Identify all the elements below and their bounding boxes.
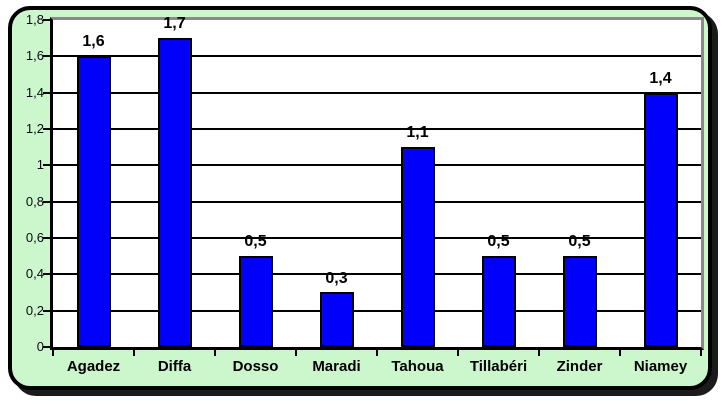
bar-zinder: [562, 256, 597, 347]
x-axis-category-label: Niamey: [633, 358, 688, 375]
bar-value-label: 1,1: [406, 124, 429, 142]
gridline: [53, 309, 701, 312]
x-axis-category-label: Dosso: [232, 358, 279, 375]
y-axis-tick: [43, 273, 50, 276]
y-axis-tick: [43, 164, 50, 167]
y-axis-tick-label: 1: [36, 157, 44, 173]
bar-tillabéri: [481, 256, 516, 347]
x-axis-category-label: Tillabéri: [469, 358, 528, 375]
gridline: [53, 200, 701, 203]
x-axis-tick: [214, 350, 216, 356]
plot-area: [50, 17, 704, 350]
bar-maradi: [319, 292, 354, 347]
x-axis-tick: [52, 350, 54, 356]
y-axis-tick-label: 0,2: [25, 302, 44, 318]
gridline: [53, 128, 701, 130]
gridline: [53, 237, 701, 239]
x-axis-tick: [295, 350, 297, 356]
x-axis-category-label: Maradi: [312, 358, 361, 375]
bar-value-label: 0,5: [568, 233, 591, 251]
bar-tahoua: [400, 147, 435, 347]
bar-diffa: [157, 38, 192, 347]
x-axis-tick: [538, 350, 540, 356]
bar-agadez: [76, 56, 111, 347]
y-axis-tick: [43, 237, 50, 239]
y-axis-tick-label: 0: [36, 339, 44, 354]
y-axis-tick-label: 1,2: [25, 121, 44, 136]
y-axis-tick: [43, 200, 50, 203]
x-axis-tick: [619, 350, 621, 356]
y-axis-tick: [43, 309, 50, 312]
y-axis-tick-label: 1,4: [25, 84, 44, 100]
y-axis-tick-label: 0,8: [25, 193, 44, 209]
bar-value-label: 0,3: [325, 269, 348, 287]
y-axis-tick: [43, 128, 50, 130]
bar-value-label: 1,7: [163, 15, 186, 33]
y-axis-tick-label: 1,8: [25, 12, 44, 27]
y-axis-tick: [43, 91, 50, 94]
x-axis-tick: [457, 350, 459, 356]
bar-value-label: 0,5: [487, 233, 510, 251]
x-axis-category-label: Diffa: [157, 358, 192, 375]
y-axis-tick-label: 1,6: [25, 48, 44, 64]
x-axis-tick: [133, 350, 135, 356]
y-axis-tick: [43, 19, 50, 21]
y-axis-tick-label: 0,4: [25, 266, 44, 282]
gridline: [53, 91, 701, 94]
x-axis-category-label: Agadez: [66, 358, 121, 375]
x-axis-category-label: Zinder: [556, 358, 603, 375]
bar-value-label: 0,5: [244, 233, 267, 251]
y-axis-tick: [43, 346, 50, 348]
bar-value-label: 1,4: [649, 69, 672, 87]
gridline: [53, 273, 701, 276]
x-axis-category-label: Tahoua: [391, 358, 444, 375]
y-axis-tick: [43, 55, 50, 58]
bar-niamey: [643, 93, 678, 347]
gridline: [53, 164, 701, 167]
gridline: [53, 55, 701, 58]
bar-value-label: 1,6: [82, 33, 105, 51]
bar-dosso: [238, 256, 273, 347]
y-axis-tick-label: 0,6: [25, 230, 44, 245]
x-axis-tick: [376, 350, 378, 356]
x-axis-tick: [700, 350, 702, 356]
